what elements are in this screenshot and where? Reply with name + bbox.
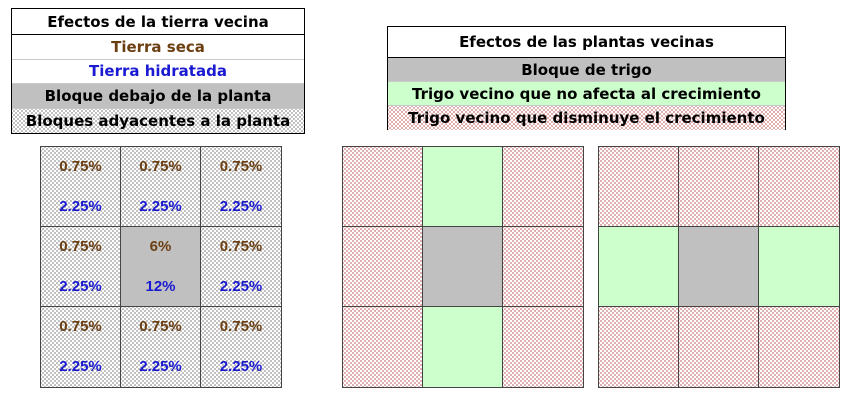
hydrated-soil-value: 12%	[145, 278, 176, 295]
legend-neutral-neighbor: Trigo vecino que no afecta al crecimient…	[388, 82, 785, 106]
legend-reducing-neighbor: Trigo vecino que disminuye el crecimient…	[388, 106, 785, 130]
soil-legend-title: Efectos de la tierra vecina	[12, 9, 304, 35]
dry-soil-value: 0.75%	[219, 158, 263, 175]
dry-soil-value: 0.75%	[59, 158, 102, 175]
soil-effects-legend: Efectos de la tierra vecina Tierra seca …	[11, 8, 305, 134]
reducing-neighbor-cell	[759, 147, 839, 227]
reducing-neighbor-cell	[343, 147, 423, 227]
soil-cell-adjacent: 0.75% 2.25%	[41, 147, 121, 227]
dry-soil-value: 0.75%	[139, 158, 182, 175]
hydrated-soil-value: 2.25%	[59, 358, 102, 375]
soil-cell-adjacent: 0.75% 2.25%	[121, 307, 201, 387]
soil-cell-adjacent: 0.75% 2.25%	[41, 227, 121, 307]
reducing-neighbor-cell	[343, 227, 423, 307]
reducing-neighbor-cell	[679, 147, 759, 227]
legend-block-below: Bloque debajo de la planta	[12, 84, 304, 109]
soil-cell-below-plant: 6% 12%	[121, 227, 201, 307]
dry-soil-value: 0.75%	[139, 318, 182, 335]
hydrated-soil-value: 2.25%	[59, 198, 102, 215]
reducing-neighbor-cell	[503, 307, 583, 387]
reducing-neighbor-cell	[599, 307, 679, 387]
reducing-neighbor-cell	[343, 307, 423, 387]
dry-soil-value: 0.75%	[59, 318, 102, 335]
reducing-neighbor-cell	[759, 307, 839, 387]
soil-effects-grid: 0.75% 2.25% 0.75% 2.25% 0.75% 2.25% 0.75% 2.25%…	[40, 146, 282, 388]
reducing-neighbor-cell	[503, 227, 583, 307]
reducing-neighbor-cell	[599, 147, 679, 227]
neutral-neighbor-cell	[599, 227, 679, 307]
dry-soil-value: 6%	[149, 238, 172, 255]
hydrated-soil-value: 2.25%	[219, 198, 263, 215]
plant-effects-legend: Efectos de las plantas vecinas Bloque de…	[387, 26, 786, 130]
dry-soil-value: 0.75%	[59, 238, 102, 255]
wheat-cell	[679, 227, 759, 307]
hydrated-soil-value: 2.25%	[139, 198, 182, 215]
soil-cell-adjacent: 0.75% 2.25%	[201, 307, 281, 387]
legend-wheat-block: Bloque de trigo	[388, 58, 785, 82]
soil-cell-adjacent: 0.75% 2.25%	[201, 147, 281, 227]
dry-soil-value: 0.75%	[219, 318, 263, 335]
wheat-cell	[423, 227, 503, 307]
plant-legend-title: Efectos de las plantas vecinas	[388, 27, 785, 58]
wheat-neighbors-grid-horizontal	[598, 146, 840, 388]
soil-cell-adjacent: 0.75% 2.25%	[41, 307, 121, 387]
hydrated-soil-value: 2.25%	[219, 278, 263, 295]
soil-cell-adjacent: 0.75% 2.25%	[121, 147, 201, 227]
neutral-neighbor-cell	[423, 147, 503, 227]
legend-hydrated-soil: Tierra hidratada	[12, 60, 304, 84]
wheat-neighbors-grid-vertical	[342, 146, 584, 388]
legend-adjacent-blocks: Bloques adyacentes a la planta	[12, 108, 304, 133]
hydrated-soil-value: 2.25%	[139, 358, 182, 375]
dry-soil-value: 0.75%	[219, 238, 263, 255]
hydrated-soil-value: 2.25%	[219, 358, 263, 375]
legend-dry-soil: Tierra seca	[12, 35, 304, 60]
neutral-neighbor-cell	[759, 227, 839, 307]
neutral-neighbor-cell	[423, 307, 503, 387]
hydrated-soil-value: 2.25%	[59, 278, 102, 295]
reducing-neighbor-cell	[503, 147, 583, 227]
reducing-neighbor-cell	[679, 307, 759, 387]
soil-cell-adjacent: 0.75% 2.25%	[201, 227, 281, 307]
